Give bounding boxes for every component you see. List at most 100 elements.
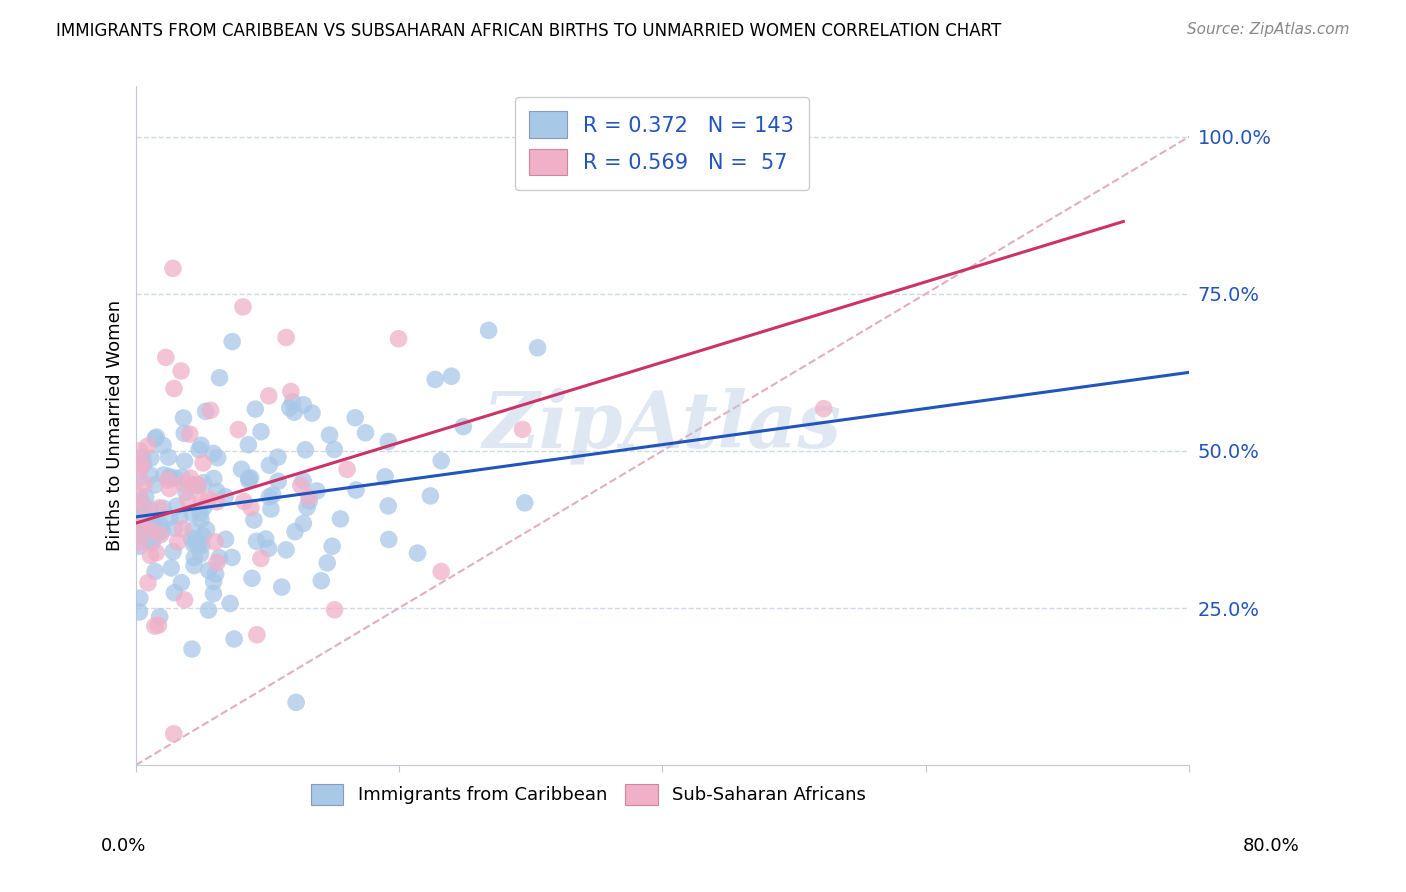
- Point: [301, 406, 323, 420]
- Point: [298, 494, 321, 508]
- Point: [139, 468, 162, 483]
- Point: [478, 323, 501, 337]
- Point: [188, 442, 211, 457]
- Point: [254, 532, 277, 546]
- Point: [187, 478, 209, 492]
- Point: [193, 500, 215, 515]
- Point: [149, 609, 172, 624]
- Point: [173, 426, 195, 441]
- Point: [187, 538, 209, 552]
- Point: [226, 423, 249, 437]
- Point: [202, 586, 225, 600]
- Point: [156, 473, 179, 487]
- Legend: Immigrants from Caribbean, Sub-Saharan Africans: Immigrants from Caribbean, Sub-Saharan A…: [302, 775, 875, 814]
- Point: [183, 550, 205, 565]
- Point: [181, 523, 204, 537]
- Point: [208, 550, 231, 565]
- Point: [149, 528, 172, 542]
- Point: [419, 489, 441, 503]
- Point: [139, 519, 162, 533]
- Point: [219, 597, 242, 611]
- Point: [139, 549, 162, 563]
- Point: [284, 524, 307, 539]
- Point: [128, 443, 150, 458]
- Point: [259, 490, 281, 504]
- Point: [278, 401, 301, 415]
- Point: [128, 525, 150, 540]
- Point: [159, 471, 181, 485]
- Point: [377, 533, 399, 547]
- Point: [354, 425, 377, 440]
- Point: [170, 364, 193, 378]
- Point: [233, 494, 256, 508]
- Point: [270, 580, 292, 594]
- Point: [512, 422, 534, 436]
- Point: [281, 394, 304, 409]
- Point: [377, 499, 399, 513]
- Point: [259, 458, 281, 473]
- Point: [202, 471, 225, 485]
- Point: [387, 332, 409, 346]
- Point: [205, 484, 228, 499]
- Point: [250, 551, 273, 566]
- Point: [329, 512, 352, 526]
- Point: [292, 516, 315, 531]
- Point: [132, 507, 155, 521]
- Point: [245, 402, 267, 417]
- Point: [298, 491, 321, 505]
- Point: [157, 469, 180, 483]
- Point: [132, 457, 155, 471]
- Point: [181, 477, 204, 491]
- Point: [159, 510, 181, 524]
- Point: [128, 535, 150, 549]
- Point: [205, 495, 228, 509]
- Point: [132, 477, 155, 491]
- Point: [148, 618, 170, 632]
- Point: [152, 501, 174, 516]
- Point: [152, 438, 174, 452]
- Point: [139, 502, 162, 516]
- Point: [143, 565, 166, 579]
- Point: [238, 473, 260, 487]
- Point: [267, 475, 290, 489]
- Point: [129, 461, 152, 475]
- Point: [143, 619, 166, 633]
- Point: [170, 470, 193, 484]
- Point: [143, 517, 166, 532]
- Point: [246, 628, 269, 642]
- Point: [190, 512, 212, 526]
- Point: [250, 425, 273, 439]
- Point: [186, 535, 208, 549]
- Point: [285, 695, 308, 709]
- Point: [292, 474, 315, 488]
- Point: [214, 533, 236, 547]
- Point: [195, 523, 218, 537]
- Point: [148, 500, 170, 515]
- Point: [336, 462, 359, 476]
- Point: [440, 369, 463, 384]
- Point: [160, 561, 183, 575]
- Point: [166, 499, 188, 513]
- Point: [453, 419, 475, 434]
- Point: [129, 493, 152, 508]
- Point: [262, 488, 284, 502]
- Point: [240, 571, 263, 585]
- Y-axis label: Births to Unmarried Women: Births to Unmarried Women: [107, 301, 124, 551]
- Point: [163, 585, 186, 599]
- Point: [243, 513, 266, 527]
- Point: [344, 483, 367, 497]
- Point: [294, 442, 316, 457]
- Text: 0.0%: 0.0%: [101, 837, 146, 855]
- Point: [166, 535, 188, 549]
- Text: 80.0%: 80.0%: [1243, 837, 1299, 855]
- Point: [181, 506, 204, 520]
- Point: [148, 525, 170, 540]
- Text: Source: ZipAtlas.com: Source: ZipAtlas.com: [1187, 22, 1350, 37]
- Point: [221, 550, 243, 565]
- Point: [190, 438, 212, 452]
- Text: ZipAtlas: ZipAtlas: [482, 387, 842, 464]
- Point: [163, 382, 186, 396]
- Point: [208, 370, 231, 384]
- Point: [283, 405, 305, 419]
- Point: [173, 593, 195, 607]
